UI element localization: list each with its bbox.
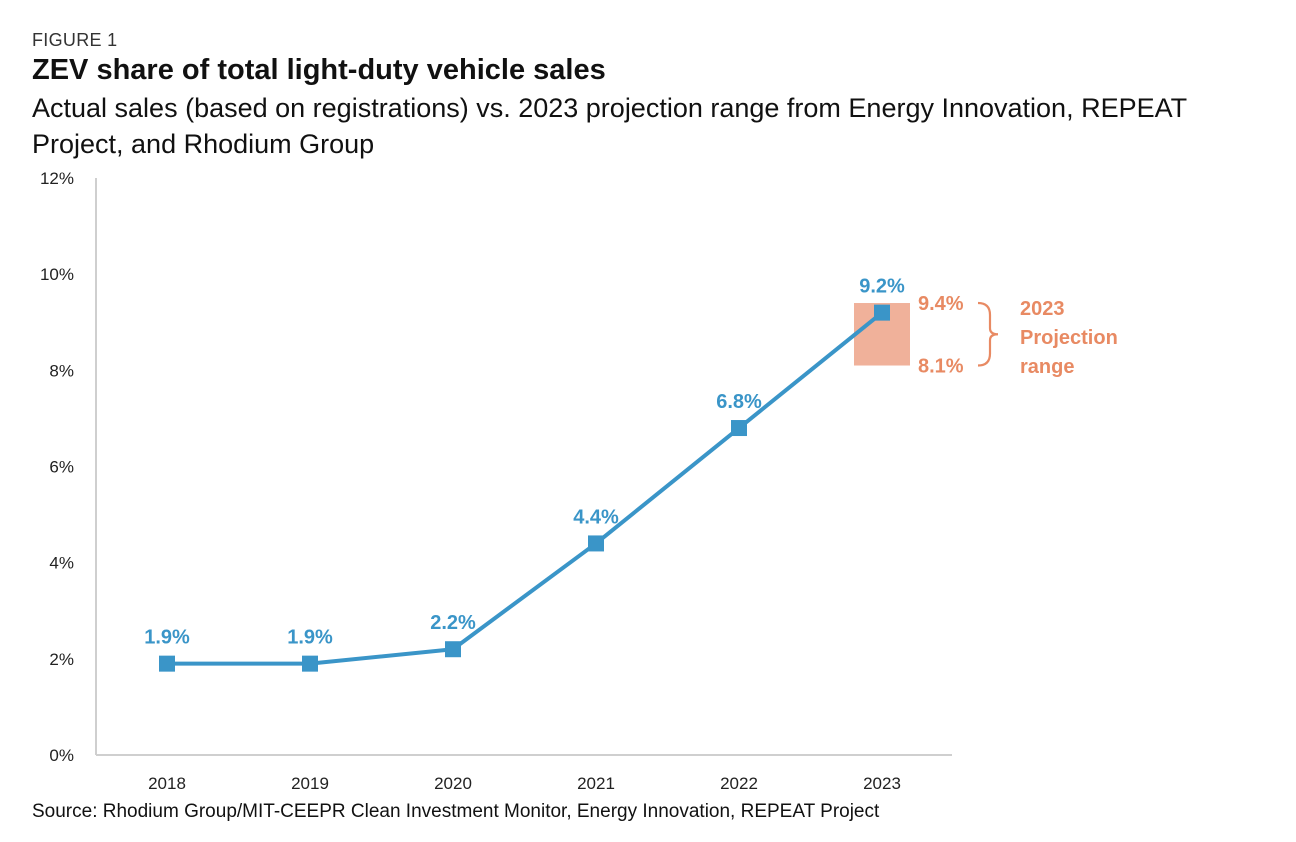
data-label: 4.4% (573, 506, 619, 528)
data-label: 1.9% (144, 627, 190, 649)
y-tick-label: 10% (40, 265, 74, 284)
data-label: 2.2% (430, 612, 476, 634)
data-label: 1.9% (287, 627, 333, 649)
data-label: 6.8% (716, 391, 762, 413)
data-point (445, 641, 461, 658)
projection-range-label: Projection (1020, 327, 1118, 349)
data-point (731, 420, 747, 437)
y-tick-label: 8% (49, 361, 74, 380)
projection-brace (977, 301, 999, 367)
x-tick-label: 2020 (434, 774, 472, 793)
data-point (302, 655, 318, 672)
y-tick-label: 4% (49, 554, 74, 573)
projection-low-label: 8.1% (918, 356, 964, 378)
x-tick-label: 2018 (148, 774, 186, 793)
y-tick-label: 12% (40, 169, 74, 188)
source-note: Source: Rhodium Group/MIT-CEEPR Clean In… (32, 801, 880, 822)
x-tick-label: 2021 (577, 774, 615, 793)
x-tick-label: 2022 (720, 774, 758, 793)
y-tick-label: 2% (49, 650, 74, 669)
x-tick-label: 2023 (863, 774, 901, 793)
data-point (159, 655, 175, 672)
series-line (167, 311, 884, 666)
projection-high-label: 9.4% (918, 293, 964, 315)
data-point (588, 535, 604, 552)
figure-label: FIGURE 1 (32, 30, 118, 50)
data-point (874, 304, 890, 321)
chart-title: ZEV share of total light-duty vehicle sa… (32, 54, 606, 86)
y-tick-label: 6% (49, 458, 74, 477)
x-tick-label: 2019 (291, 774, 329, 793)
projection-range-label: 2023 (1020, 298, 1065, 320)
projection-range-label: range (1020, 356, 1074, 378)
data-label: 9.2% (859, 276, 905, 298)
y-tick-label: 0% (49, 746, 74, 765)
chart-subtitle: Actual sales (based on registrations) vs… (32, 93, 1187, 159)
